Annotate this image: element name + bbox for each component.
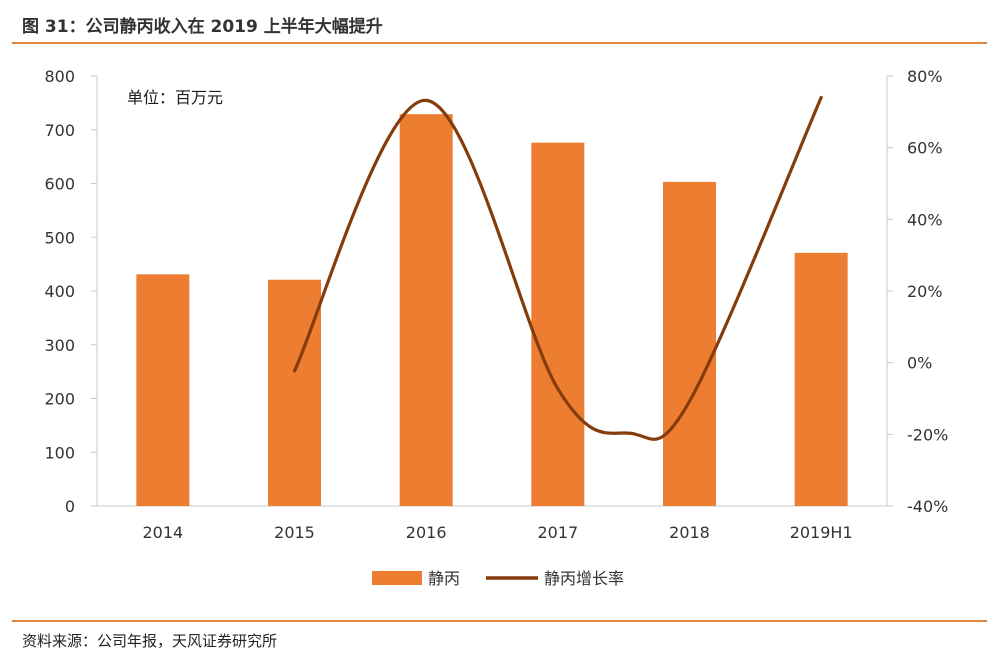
combo-chart: 0 100 200 300 400 500 600 700 800 -40% -20% 0% 20% 40…	[44, 67, 948, 588]
right-tick-label: 40%	[907, 210, 943, 229]
left-tick-label: 400	[44, 282, 75, 301]
legend-swatch-bars	[372, 571, 422, 585]
right-tick-label: -20%	[907, 425, 948, 444]
left-tick-label: 100	[44, 443, 75, 462]
x-tick-label: 2018	[669, 523, 710, 542]
growth-rate-line	[292, 95, 823, 441]
bar-2016	[399, 114, 453, 506]
left-tick-label: 200	[44, 390, 75, 409]
right-tick-label: 80%	[907, 67, 943, 86]
bar-2014	[136, 274, 190, 506]
x-tick-label: 2015	[274, 523, 315, 542]
left-tick-label: 800	[44, 67, 75, 86]
bar-2019H1	[794, 252, 848, 506]
left-tick-label: 600	[44, 175, 75, 194]
left-tick-label: 500	[44, 228, 75, 247]
right-tick-label: 20%	[907, 282, 943, 301]
x-tick-label: 2019H1	[790, 523, 853, 542]
x-tick-label: 2016	[406, 523, 447, 542]
legend-label-bars: 静丙	[428, 569, 460, 588]
left-tick-label: 300	[44, 336, 75, 355]
x-tick-label: 2014	[142, 523, 183, 542]
legend-label-line: 静丙增长率	[544, 569, 624, 588]
unit-note: 单位：百万元	[127, 88, 223, 107]
bar-2017	[531, 142, 585, 506]
left-tick-label: 700	[44, 121, 75, 140]
figure-title: 图 31：公司静丙收入在 2019 上半年大幅提升	[22, 17, 383, 37]
right-tick-label: 0%	[907, 354, 932, 373]
right-tick-label: -40%	[907, 497, 948, 516]
source-divider	[12, 620, 987, 622]
right-tick-label: 60%	[907, 139, 943, 158]
x-tick-label: 2017	[537, 523, 578, 542]
bar-2018	[663, 181, 716, 506]
title-divider	[12, 42, 987, 44]
left-tick-label: 0	[65, 497, 75, 516]
bar-2015	[268, 279, 321, 506]
source-note: 资料来源：公司年报，天风证券研究所	[22, 632, 278, 650]
